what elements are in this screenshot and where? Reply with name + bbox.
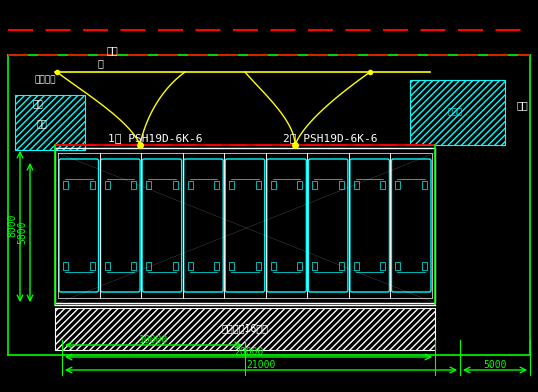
Bar: [89, 262, 95, 270]
Text: 行车: 行车: [106, 45, 118, 55]
Bar: [55, 148, 435, 303]
Bar: [131, 262, 136, 270]
Bar: [380, 262, 385, 270]
Bar: [188, 181, 193, 189]
Bar: [339, 262, 344, 270]
Bar: [313, 181, 317, 189]
Bar: [229, 181, 234, 189]
Bar: [395, 181, 400, 189]
Bar: [380, 181, 385, 189]
Text: 2区 PSH19D-6K-6: 2区 PSH19D-6K-6: [283, 133, 377, 143]
Bar: [146, 262, 151, 270]
Bar: [104, 262, 110, 270]
Bar: [104, 181, 110, 189]
Bar: [395, 262, 400, 270]
Bar: [188, 262, 193, 270]
Bar: [271, 181, 276, 189]
Text: 20000: 20000: [235, 347, 264, 357]
Bar: [298, 262, 302, 270]
Text: 西门: 西门: [516, 100, 528, 110]
Bar: [422, 181, 427, 189]
FancyBboxPatch shape: [59, 159, 98, 292]
Bar: [63, 181, 68, 189]
Text: 5000: 5000: [483, 360, 507, 370]
Bar: [173, 262, 178, 270]
Text: 收费站: 收费站: [448, 107, 463, 116]
Bar: [146, 181, 151, 189]
Text: 拆除: 拆除: [33, 100, 44, 109]
FancyBboxPatch shape: [308, 159, 348, 292]
Text: 层架板（16层）: 层架板（16层）: [222, 323, 268, 333]
Text: 21000: 21000: [246, 360, 275, 370]
FancyBboxPatch shape: [183, 159, 223, 292]
FancyBboxPatch shape: [267, 159, 306, 292]
Bar: [55, 308, 435, 350]
Bar: [422, 262, 427, 270]
Bar: [15, 95, 85, 150]
Bar: [339, 181, 344, 189]
FancyBboxPatch shape: [101, 159, 140, 292]
Text: 1区 PSH19D-6K-6: 1区 PSH19D-6K-6: [108, 133, 202, 143]
Bar: [256, 262, 261, 270]
FancyBboxPatch shape: [142, 159, 182, 292]
Bar: [354, 262, 359, 270]
Bar: [55, 308, 435, 350]
Text: 入闸: 入闸: [37, 120, 47, 129]
Bar: [173, 181, 178, 189]
FancyBboxPatch shape: [392, 159, 431, 292]
Bar: [410, 80, 505, 145]
Text: 5800: 5800: [17, 220, 27, 244]
Bar: [214, 181, 219, 189]
FancyBboxPatch shape: [350, 159, 390, 292]
Bar: [131, 181, 136, 189]
Bar: [63, 262, 68, 270]
Bar: [15, 95, 85, 150]
Bar: [214, 262, 219, 270]
Bar: [298, 181, 302, 189]
Bar: [271, 262, 276, 270]
Bar: [256, 181, 261, 189]
Text: 此需堵需: 此需堵需: [34, 76, 56, 85]
Text: 10000: 10000: [139, 335, 169, 345]
Bar: [229, 262, 234, 270]
Bar: [354, 181, 359, 189]
Bar: [89, 181, 95, 189]
Text: 道: 道: [97, 58, 103, 68]
Bar: [410, 80, 505, 145]
Text: 8000: 8000: [7, 213, 17, 237]
FancyBboxPatch shape: [225, 159, 265, 292]
Bar: [313, 262, 317, 270]
